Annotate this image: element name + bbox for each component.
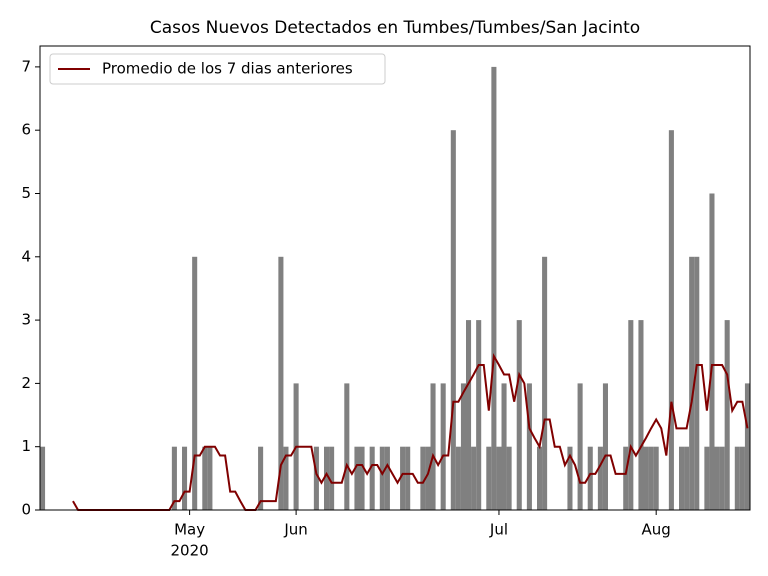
bar — [648, 446, 654, 510]
bar — [537, 446, 543, 510]
bar — [379, 446, 385, 510]
bar — [405, 446, 411, 510]
y-tick-label: 4 — [21, 247, 31, 265]
bar — [400, 446, 406, 510]
bar — [202, 446, 208, 510]
bar — [668, 130, 674, 511]
bar — [724, 320, 730, 510]
bar — [313, 446, 319, 510]
bar — [597, 446, 603, 510]
bar — [491, 66, 497, 510]
bar — [714, 446, 720, 510]
bar — [359, 446, 365, 510]
bar — [471, 446, 477, 510]
bar — [734, 446, 740, 510]
bar — [425, 446, 431, 510]
bar — [623, 446, 629, 510]
bar — [460, 383, 466, 510]
bar — [207, 446, 213, 510]
x-tick-label: Jun — [283, 521, 307, 539]
bar — [171, 446, 177, 510]
bar — [602, 383, 608, 510]
bar — [354, 446, 360, 510]
bar — [526, 383, 532, 510]
bar — [506, 446, 512, 510]
bar — [344, 383, 350, 510]
bar — [628, 320, 634, 510]
chart-title: Casos Nuevos Detectados en Tumbes/Tumbes… — [150, 18, 640, 38]
bar — [486, 446, 492, 510]
bar — [501, 383, 507, 510]
y-tick-label: 7 — [21, 57, 31, 75]
bar — [689, 256, 695, 510]
legend-label: Promedio de los 7 dias anteriores — [102, 60, 353, 78]
bar — [40, 446, 46, 510]
x-tick-label: Jul — [489, 521, 508, 539]
line — [72, 352, 749, 511]
bar — [283, 446, 289, 510]
legend-box — [49, 53, 386, 85]
bar — [466, 320, 472, 510]
bar — [684, 446, 690, 510]
y-tick-label: 1 — [21, 437, 31, 455]
bar — [476, 320, 482, 510]
bar — [542, 256, 548, 510]
bar — [329, 446, 335, 510]
bar — [258, 446, 264, 510]
x-tick-label: May — [174, 521, 205, 539]
bar — [719, 446, 725, 510]
bar — [704, 446, 710, 510]
bar — [455, 446, 461, 510]
bar — [567, 446, 573, 510]
bar — [192, 256, 198, 510]
y-tick-label: 3 — [21, 311, 31, 329]
x-year-label: 2020 — [171, 542, 209, 560]
bar — [643, 446, 649, 510]
bar — [587, 446, 593, 510]
bar — [278, 256, 284, 510]
y-tick-label: 2 — [21, 374, 31, 392]
bar — [496, 446, 502, 510]
bar — [450, 130, 456, 511]
bar — [440, 383, 446, 510]
bar — [679, 446, 685, 510]
bar — [653, 446, 659, 510]
plot-frame — [39, 45, 751, 511]
y-tick-label: 5 — [21, 184, 31, 202]
bar — [420, 446, 426, 510]
bar — [744, 383, 750, 510]
bar — [369, 446, 375, 510]
y-tick-label: 0 — [21, 501, 31, 519]
bar — [577, 383, 583, 510]
bar — [516, 320, 522, 510]
bar — [638, 320, 644, 510]
bar — [182, 446, 188, 510]
x-tick-label: Aug — [642, 521, 671, 539]
y-tick-label: 6 — [21, 121, 31, 139]
bar — [739, 446, 745, 510]
bar — [324, 446, 330, 510]
bar — [709, 193, 715, 510]
bar — [384, 446, 390, 510]
bar — [694, 256, 700, 510]
bar — [430, 383, 436, 510]
